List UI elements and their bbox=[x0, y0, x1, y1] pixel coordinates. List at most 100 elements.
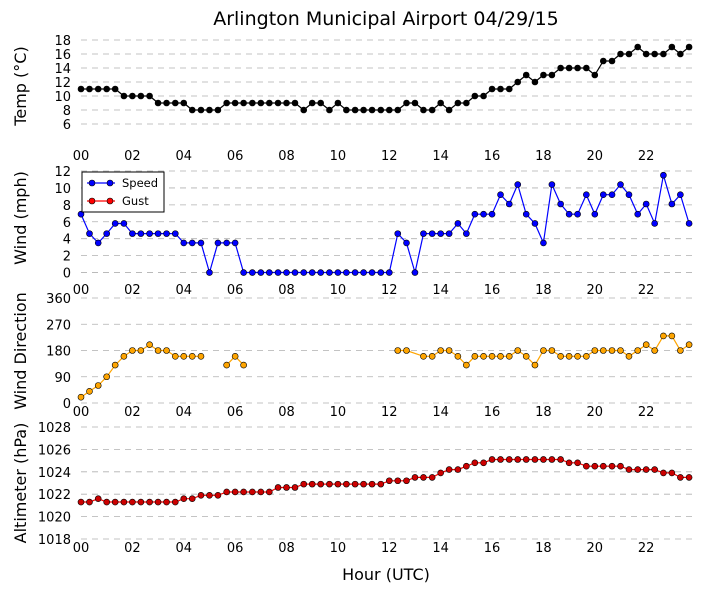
data-point-temp bbox=[326, 106, 333, 114]
data-point-direction bbox=[480, 353, 487, 360]
data-point-direction bbox=[617, 347, 624, 354]
data-point-temp bbox=[300, 106, 308, 114]
data-point-altimeter bbox=[214, 492, 222, 499]
x-tick-label: 00 bbox=[73, 405, 90, 420]
data-point-altimeter bbox=[608, 462, 616, 470]
y-tick-label: 0 bbox=[63, 267, 71, 282]
data-point-speed bbox=[471, 210, 479, 218]
x-tick-label: 02 bbox=[124, 405, 141, 420]
legend: Speed Gust bbox=[81, 171, 165, 213]
y-tick-label: 180 bbox=[46, 345, 71, 360]
data-point-temp bbox=[480, 92, 487, 100]
x-tick-label: 00 bbox=[73, 541, 90, 556]
x-tick-label: 18 bbox=[535, 283, 552, 298]
data-point-temp bbox=[206, 106, 213, 114]
data-point-speed bbox=[146, 230, 153, 237]
data-point-temp bbox=[274, 99, 282, 107]
data-point-temp bbox=[583, 64, 590, 72]
data-point-altimeter bbox=[565, 459, 573, 467]
legend-label-speed: Speed bbox=[122, 176, 158, 190]
panel-3: 0 90 180 270 360 00 02 04 06 08 10 12 14 16 18 20 22 Wind… bbox=[11, 292, 695, 420]
x-tick-label: 10 bbox=[330, 541, 347, 556]
data-point-temp bbox=[403, 99, 410, 107]
x-tick-label: 16 bbox=[484, 149, 501, 164]
data-point-temp bbox=[634, 43, 642, 51]
data-point-temp bbox=[445, 106, 453, 114]
data-point-direction bbox=[437, 347, 444, 354]
data-point-speed bbox=[522, 210, 530, 218]
x-tick-label: 14 bbox=[432, 405, 449, 420]
data-point-speed bbox=[445, 230, 453, 237]
data-point-temp bbox=[565, 64, 573, 72]
y-tick-label: 6 bbox=[63, 118, 71, 133]
data-point-altimeter bbox=[548, 456, 556, 463]
data-point-direction bbox=[591, 347, 599, 354]
data-point-altimeter bbox=[420, 474, 427, 481]
data-point-speed bbox=[317, 269, 324, 276]
data-point-direction bbox=[240, 361, 247, 369]
data-point-altimeter bbox=[231, 488, 239, 496]
data-point-altimeter bbox=[334, 480, 342, 488]
y-tick-label: 6 bbox=[63, 216, 71, 231]
data-point-direction bbox=[445, 347, 453, 354]
x-tick-label: 20 bbox=[587, 149, 604, 164]
data-point-altimeter bbox=[368, 480, 376, 488]
data-point-speed bbox=[368, 269, 376, 276]
data-point-speed bbox=[574, 210, 581, 218]
data-point-temp bbox=[240, 99, 247, 107]
data-point-altimeter bbox=[514, 456, 522, 463]
y-tick-label: 1026 bbox=[38, 443, 71, 458]
series-line-temp bbox=[81, 46, 690, 111]
data-point-direction bbox=[420, 353, 427, 360]
data-point-temp bbox=[385, 106, 393, 114]
data-point-speed bbox=[111, 220, 119, 227]
data-point-altimeter bbox=[505, 456, 513, 463]
data-point-speed bbox=[180, 239, 188, 247]
data-point-temp bbox=[394, 106, 402, 114]
x-tick-label: 20 bbox=[587, 283, 604, 298]
data-point-temp bbox=[522, 71, 530, 79]
data-point-altimeter bbox=[557, 456, 564, 463]
x-tick-label: 04 bbox=[175, 149, 192, 164]
data-point-direction bbox=[599, 347, 607, 354]
data-point-speed bbox=[651, 220, 658, 227]
x-tick-label: 16 bbox=[484, 283, 501, 298]
data-point-speed bbox=[326, 269, 333, 276]
data-point-altimeter bbox=[223, 488, 230, 496]
data-point-direction bbox=[171, 353, 179, 360]
data-point-direction bbox=[642, 341, 650, 348]
data-point-altimeter bbox=[394, 477, 402, 485]
data-point-altimeter bbox=[591, 462, 599, 470]
data-point-altimeter bbox=[163, 498, 170, 506]
data-point-direction bbox=[111, 361, 119, 369]
data-point-altimeter bbox=[111, 498, 119, 506]
data-point-altimeter bbox=[188, 495, 196, 502]
series-line-direction bbox=[397, 335, 690, 367]
data-point-altimeter bbox=[360, 480, 367, 488]
y-tick-label: 18 bbox=[54, 34, 71, 49]
y-tick-label: 270 bbox=[46, 318, 71, 333]
x-tick-label: 12 bbox=[381, 149, 398, 164]
data-point-altimeter bbox=[454, 466, 462, 473]
panel-4: 1018 1020 1022 1024 1026 1028 00 02 04 06 08 10 12 14… bbox=[11, 421, 695, 556]
x-tick-label: 06 bbox=[227, 149, 244, 164]
data-point-temp bbox=[368, 106, 376, 114]
data-point-temp bbox=[283, 99, 290, 107]
data-point-speed bbox=[437, 230, 444, 237]
data-point-altimeter bbox=[599, 462, 607, 470]
data-point-direction bbox=[608, 347, 616, 354]
data-point-altimeter bbox=[137, 498, 145, 506]
data-point-speed bbox=[334, 269, 342, 276]
data-point-direction bbox=[197, 353, 205, 360]
data-point-speed bbox=[385, 269, 393, 276]
data-point-speed bbox=[599, 191, 607, 198]
data-point-direction bbox=[625, 353, 633, 360]
x-tick-label: 10 bbox=[330, 283, 347, 298]
data-point-temp bbox=[497, 85, 504, 93]
x-tick-label: 08 bbox=[278, 541, 295, 556]
series-line-speed bbox=[80, 175, 690, 275]
legend-label-gust: Gust bbox=[122, 194, 149, 208]
y-tick-label: 10 bbox=[54, 182, 71, 197]
data-point-altimeter bbox=[445, 466, 453, 473]
data-point-direction bbox=[488, 353, 496, 360]
